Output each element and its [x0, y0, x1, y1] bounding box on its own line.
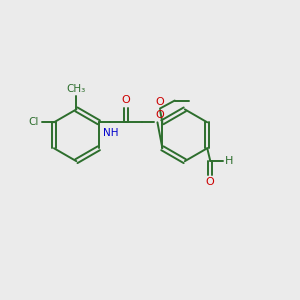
Text: O: O [122, 95, 130, 105]
Text: O: O [156, 110, 164, 120]
Text: CH₃: CH₃ [67, 84, 86, 94]
Text: Cl: Cl [29, 117, 39, 127]
Text: H: H [225, 156, 233, 166]
Text: NH: NH [103, 128, 118, 138]
Text: O: O [156, 97, 164, 107]
Text: O: O [206, 177, 214, 188]
